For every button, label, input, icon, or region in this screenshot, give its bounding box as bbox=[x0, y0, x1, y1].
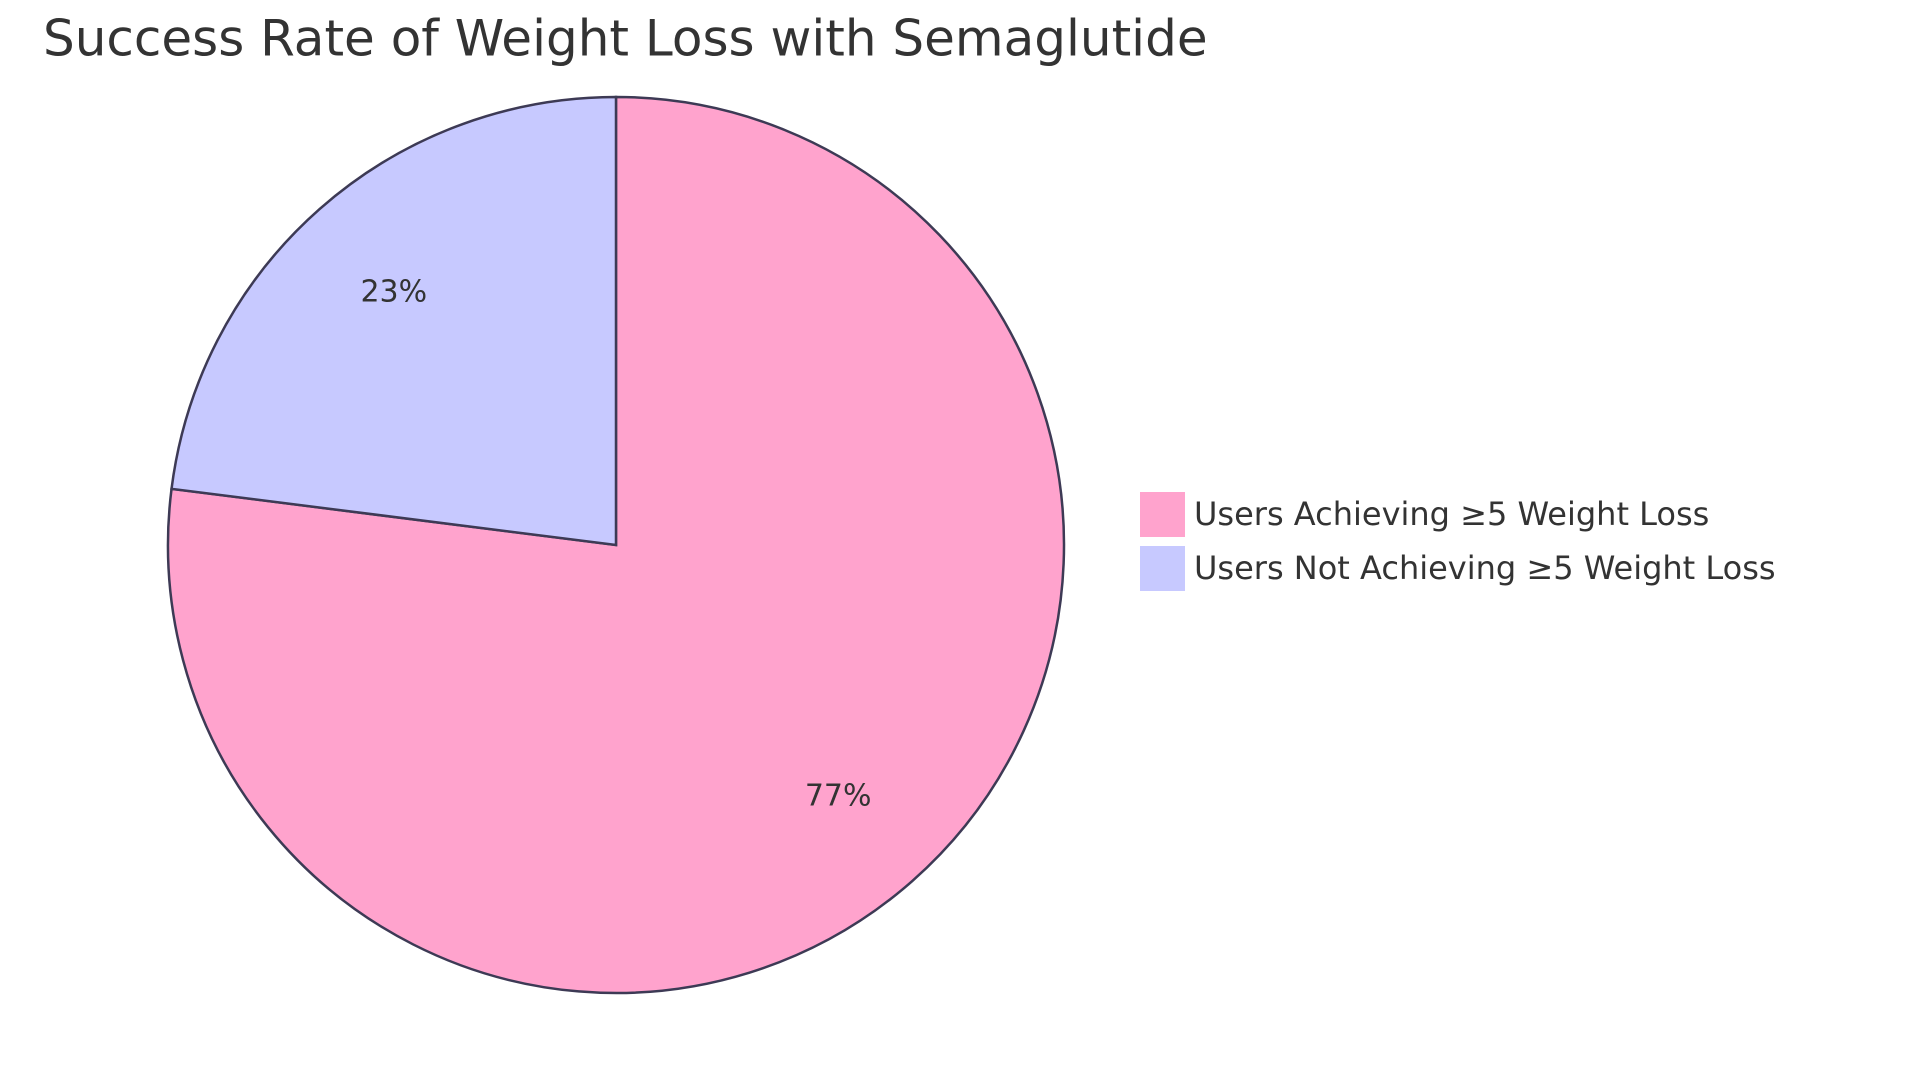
legend-swatch bbox=[1140, 492, 1185, 537]
pie-slice bbox=[170, 95, 618, 547]
slice-label: 77% bbox=[805, 779, 872, 814]
slice-label: 23% bbox=[360, 274, 427, 309]
chart-title: Success Rate of Weight Loss with Semaglu… bbox=[43, 10, 1208, 68]
legend-label: Users Not Achieving ≥5 Weight Loss bbox=[1194, 549, 1776, 587]
legend-swatch bbox=[1140, 546, 1185, 591]
legend-label: Users Achieving ≥5 Weight Loss bbox=[1194, 495, 1709, 533]
